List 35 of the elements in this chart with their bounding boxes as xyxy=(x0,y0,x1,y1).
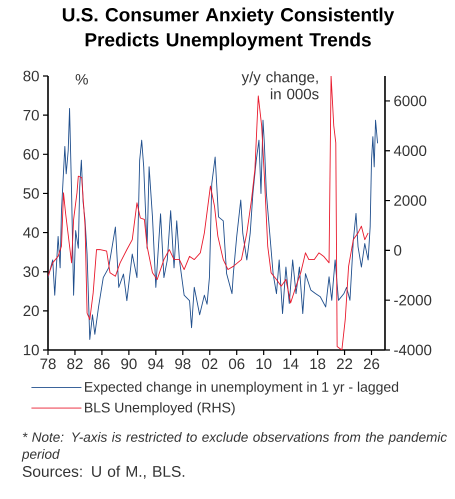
y-tick-label: 30 xyxy=(23,266,39,278)
x-tick-label: 86 xyxy=(94,358,110,370)
y2-tick-label: 6000 xyxy=(394,96,426,106)
x-tick-label: 06 xyxy=(228,358,244,370)
legend-label: BLS Unemployed (RHS) xyxy=(85,402,235,416)
x-tick-label: 78 xyxy=(40,358,56,370)
text: * Note: Y-axis is restricted to exclude observations from the pandemic period xyxy=(22,432,447,462)
x-tick-label: 94 xyxy=(148,358,164,370)
y-tick-label: 70 xyxy=(24,110,39,120)
x-tick-label: 98 xyxy=(175,358,190,370)
x-tick-label: 22 xyxy=(336,358,352,369)
y-axis-title: % xyxy=(76,74,88,85)
chart-title: U.S. Consumer Anxiety Consistently Predicts Unemployment Trends xyxy=(62,8,394,50)
y-tick-label: 60 xyxy=(24,148,39,160)
y2-tick-label: -2000 xyxy=(394,294,432,306)
y-tick-label: 80 xyxy=(23,70,39,82)
source-note: Sources: U of M., BLS. xyxy=(22,466,184,479)
y-tick-label: 10 xyxy=(24,344,39,356)
x-tick-label: 82 xyxy=(67,358,83,370)
y2-tick-label: 0 xyxy=(394,245,402,256)
x-tick-label: 90 xyxy=(121,358,137,370)
y-tick-label: 20 xyxy=(24,306,39,316)
legend-label: Expected change in unemployment in 1 yr - lagged xyxy=(85,382,398,395)
y2-tick-label: 4000 xyxy=(394,145,426,156)
line-series xyxy=(48,108,378,340)
x-tick-label: 10 xyxy=(256,358,272,370)
y-tick-label: 50 xyxy=(23,188,39,199)
y2-axis-title: y/y change, in 000s xyxy=(242,71,319,100)
y2-tick-label: -4000 xyxy=(394,344,432,356)
x-tick-label: 26 xyxy=(364,358,380,370)
x-tick-label: 02 xyxy=(202,358,218,370)
y2-tick-label: 2000 xyxy=(394,195,426,206)
x-tick-label: 14 xyxy=(283,358,299,369)
y-tick-label: 40 xyxy=(23,227,39,238)
x-tick-label: 18 xyxy=(310,358,326,370)
